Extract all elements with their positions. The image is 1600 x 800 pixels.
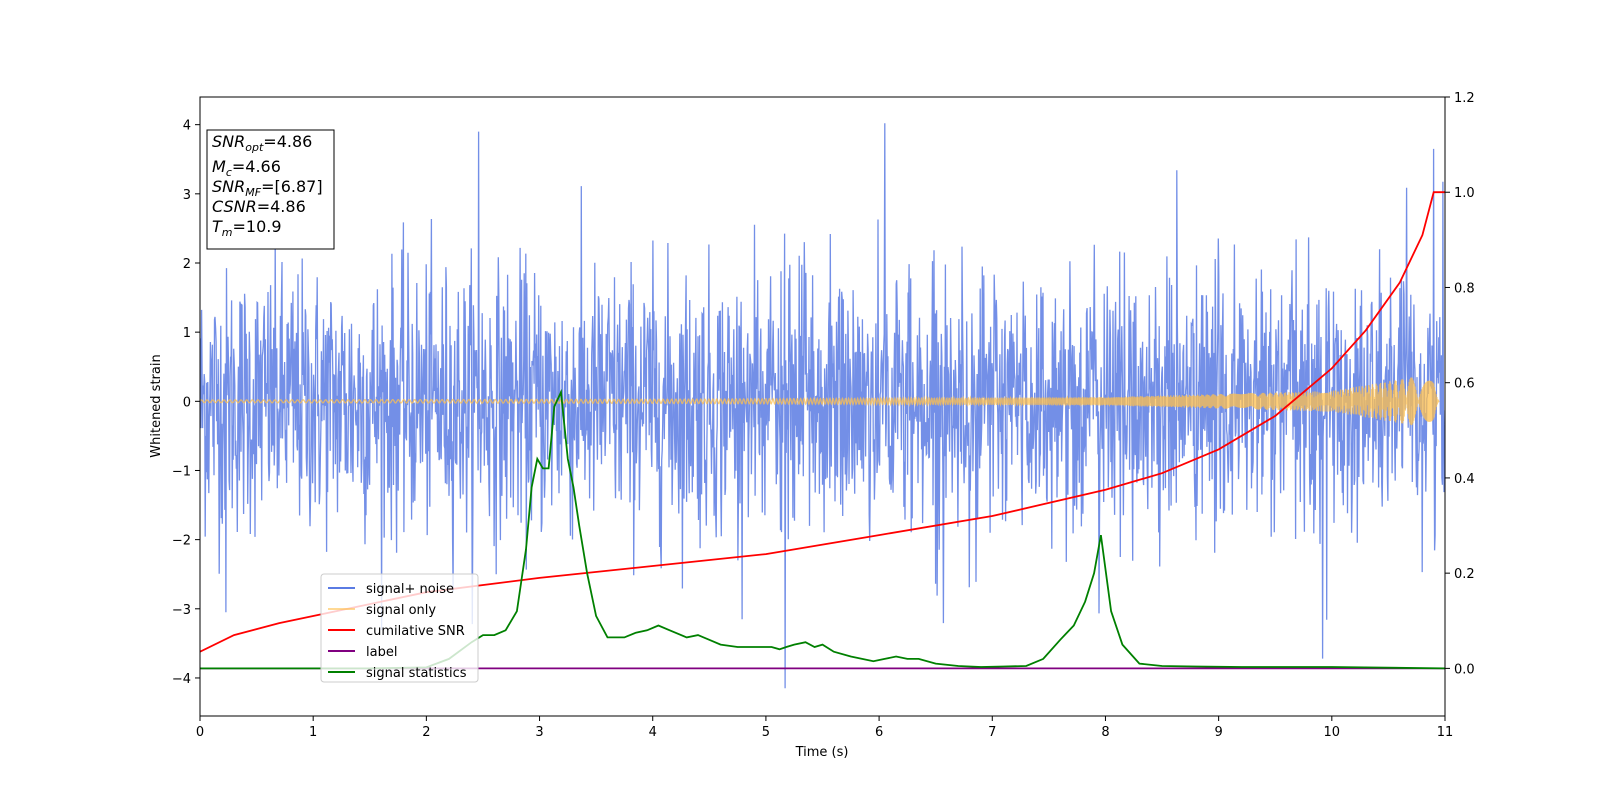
y-left-tick-label: −2	[172, 534, 191, 549]
y-left-tick-label: 2	[183, 257, 191, 272]
y-left-tick-label: −1	[172, 464, 191, 479]
annotation-symbol: SNR	[212, 132, 245, 151]
x-tick-label: 2	[422, 725, 430, 740]
x-tick-label: 4	[649, 725, 657, 740]
x-tick-label: 9	[1214, 725, 1222, 740]
annotation-box: SNRopt=4.86Mc=4.66SNRMF=[6.87]CSNR=4.86T…	[206, 129, 335, 250]
x-tick-label: 0	[196, 725, 204, 740]
legend-label: signal statistics	[366, 666, 467, 681]
x-tick-label: 6	[875, 725, 883, 740]
x-axis-label: Time (s)	[795, 745, 849, 760]
series-signal-noise-line	[200, 123, 1445, 689]
annotation-line: Mc=4.66	[212, 157, 281, 179]
annotation-value: =4.66	[232, 157, 281, 176]
y-left-tick-label: 3	[183, 188, 191, 203]
annotation-value: =[6.87]	[261, 177, 323, 196]
annotation-subscript: opt	[245, 141, 264, 154]
annotation-subscript: MF	[245, 186, 261, 199]
y-axis-left: 4 3 2 1 0 −1 −2 −3 −4	[172, 119, 200, 687]
annotation-symbol: M	[212, 157, 226, 176]
series-signal-statistics-line	[200, 388, 1445, 670]
x-tick-label: 1	[309, 725, 317, 740]
y-right-tick-label: 1.2	[1454, 91, 1475, 106]
y-right-tick-label: 0.0	[1454, 662, 1475, 677]
annotation-subscript: m	[222, 226, 233, 239]
y-left-tick-label: −3	[172, 603, 191, 618]
legend-label: label	[366, 645, 397, 660]
x-tick-label: 3	[535, 725, 543, 740]
annotation-value: =4.86	[257, 197, 306, 216]
x-tick-label: 5	[762, 725, 770, 740]
annotation-value: =10.9	[233, 217, 282, 236]
x-tick-label: 10	[1324, 725, 1341, 740]
legend-label: cumilative SNR	[366, 624, 465, 639]
annotation-symbol: CSNR	[212, 197, 257, 216]
x-tick-label: 8	[1101, 725, 1109, 740]
y-right-tick-label: 0.2	[1454, 567, 1475, 582]
x-axis: 0 1 2 3 4 5 6 7 8 9 10 11	[196, 716, 1453, 740]
y-left-tick-label: 4	[183, 119, 191, 134]
y-right-tick-label: 0.6	[1454, 377, 1475, 392]
x-tick-label: 11	[1437, 725, 1454, 740]
legend-label: signal only	[366, 603, 436, 618]
y-left-tick-label: −4	[172, 672, 191, 687]
annotation-line: SNRopt=4.86	[212, 132, 312, 154]
annotation-symbol: T	[212, 217, 223, 236]
y-axis-label: Whitened strain	[149, 354, 164, 457]
annotation-subscript: c	[226, 166, 232, 179]
y-left-tick-label: 0	[183, 395, 191, 410]
legend: signal+ noise signal only cumilative SNR la…	[320, 573, 479, 683]
y-right-tick-label: 0.8	[1454, 281, 1475, 296]
plot-frame	[199, 96, 1446, 717]
annotation-value: =4.86	[263, 132, 312, 151]
annotation-line: CSNR=4.86	[212, 197, 306, 216]
annotation-line: Tm=10.9	[212, 217, 282, 239]
legend-label: signal+ noise	[366, 582, 454, 597]
x-tick-label: 7	[988, 725, 996, 740]
y-right-tick-label: 1.0	[1454, 186, 1475, 201]
y-right-tick-label: 0.4	[1454, 472, 1475, 487]
series-signal-only-line	[200, 377, 1440, 426]
annotation-symbol: SNR	[212, 177, 245, 196]
y-left-tick-label: 1	[183, 326, 191, 341]
y-axis-right: 1.2 1.0 0.8 0.6 0.4 0.2 0.0	[1445, 91, 1475, 677]
annotation-line: SNRMF=[6.87]	[212, 177, 323, 199]
